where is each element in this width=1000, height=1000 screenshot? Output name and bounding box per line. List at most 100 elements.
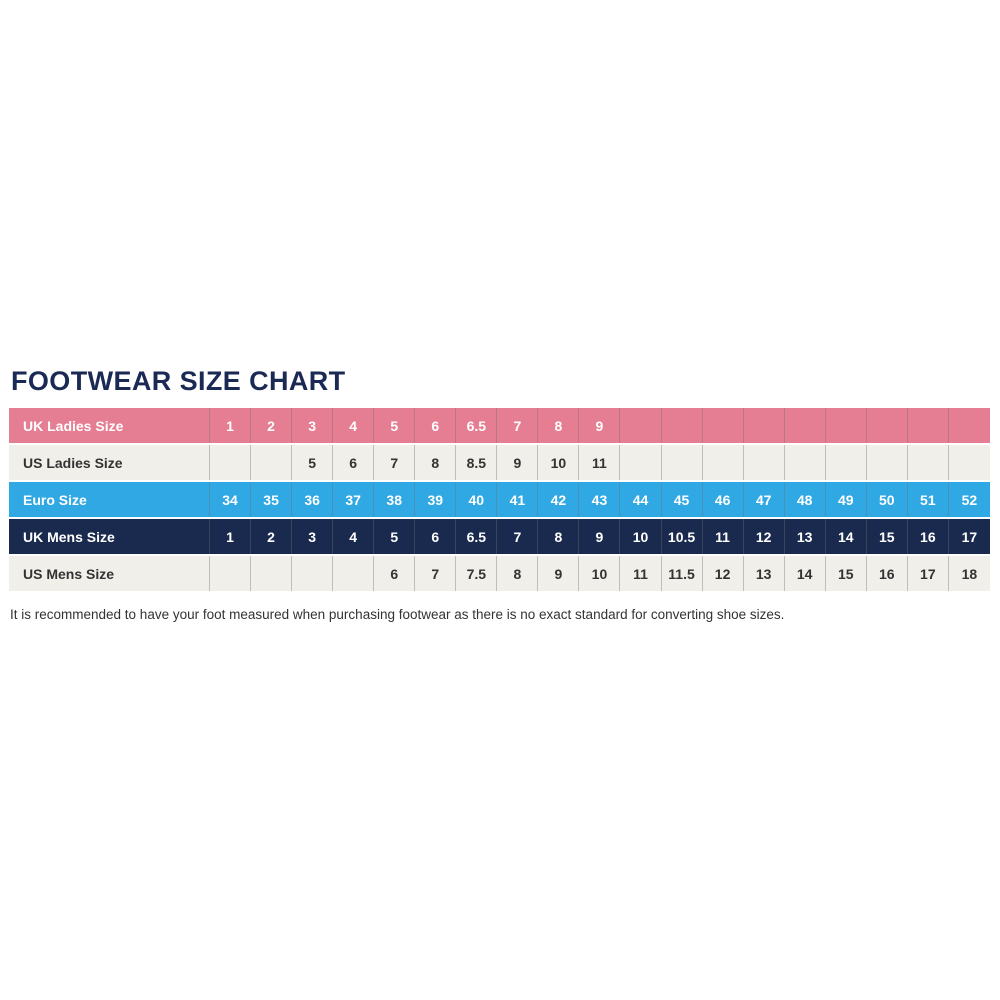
size-cell: 42: [538, 482, 580, 517]
size-cell: 6: [415, 519, 457, 554]
size-cell: [210, 445, 252, 480]
size-cell: 18: [948, 556, 990, 591]
size-cell: 11: [579, 445, 621, 480]
size-cell: 41: [497, 482, 539, 517]
size-cell: 35: [251, 482, 293, 517]
size-cell: 46: [702, 482, 744, 517]
size-cell: 51: [907, 482, 949, 517]
size-cell: [702, 408, 744, 443]
size-cell: 49: [825, 482, 867, 517]
row-label: UK Ladies Size: [9, 408, 210, 443]
size-cell: [661, 445, 703, 480]
size-cell: [292, 556, 334, 591]
table-row: UK Ladies Size 1 2 3 4 5 6 6.5 7 8 9: [9, 408, 990, 443]
size-cell: 43: [579, 482, 621, 517]
size-cell: [866, 408, 908, 443]
size-cell: 11: [620, 556, 662, 591]
size-cell: 10: [538, 445, 580, 480]
size-cell: 7: [497, 408, 539, 443]
size-cell: 6: [333, 445, 375, 480]
size-cell: 10.5: [661, 519, 703, 554]
size-cell: 15: [866, 519, 908, 554]
size-cell: 8: [538, 519, 580, 554]
size-cell: 10: [620, 519, 662, 554]
size-cell: 8: [538, 408, 580, 443]
size-cell: [907, 408, 949, 443]
size-cell: [907, 445, 949, 480]
size-cell: 6.5: [456, 408, 498, 443]
size-cell: 38: [374, 482, 416, 517]
table-row: UK Mens Size 1 2 3 4 5 6 6.5 7 8 9 10 10.5 11 12 13 14 15…: [9, 519, 990, 554]
size-cell: 7: [497, 519, 539, 554]
size-cell: 16: [866, 556, 908, 591]
size-cell: 7: [374, 445, 416, 480]
page-title: FOOTWEAR SIZE CHART: [11, 366, 346, 396]
size-cell: 40: [456, 482, 498, 517]
row-label: UK Mens Size: [9, 519, 210, 554]
size-cell: 12: [702, 556, 744, 591]
size-cell: [948, 445, 990, 480]
size-cell: 36: [292, 482, 334, 517]
size-cell: [948, 408, 990, 443]
size-cell: 4: [333, 408, 375, 443]
size-cell: 12: [743, 519, 785, 554]
size-cell: 6: [415, 408, 457, 443]
size-cell: [620, 445, 662, 480]
size-cell: 9: [497, 445, 539, 480]
size-cell: 9: [579, 408, 621, 443]
size-cell: 1: [210, 408, 252, 443]
table-row: Euro Size 34 35 36 37 38 39 40 41 42 43 44 45 46 47 48 4…: [9, 482, 990, 517]
size-cell: [743, 408, 785, 443]
size-cell: 48: [784, 482, 826, 517]
size-cell: 5: [374, 519, 416, 554]
size-cell: 3: [292, 408, 334, 443]
size-cell: 13: [743, 556, 785, 591]
size-cell: 3: [292, 519, 334, 554]
size-cell: [251, 556, 293, 591]
size-cell: 5: [374, 408, 416, 443]
size-cell: [702, 445, 744, 480]
size-cell: [866, 445, 908, 480]
row-label: Euro Size: [9, 482, 210, 517]
size-cell: 17: [948, 519, 990, 554]
row-label: US Mens Size: [9, 556, 210, 591]
size-cell: 39: [415, 482, 457, 517]
size-cell: [743, 445, 785, 480]
size-cell: 13: [784, 519, 826, 554]
size-cell: 52: [948, 482, 990, 517]
size-cell: 10: [579, 556, 621, 591]
size-cell: 45: [661, 482, 703, 517]
size-cell: 50: [866, 482, 908, 517]
size-cell: 8: [415, 445, 457, 480]
size-cell: 17: [907, 556, 949, 591]
size-cell: 1: [210, 519, 252, 554]
size-cell: [661, 408, 703, 443]
size-cell: 44: [620, 482, 662, 517]
size-cell: 2: [251, 408, 293, 443]
size-cell: 8: [497, 556, 539, 591]
size-cell: 4: [333, 519, 375, 554]
size-cell: 14: [784, 556, 826, 591]
size-cell: [210, 556, 252, 591]
size-cell: [620, 408, 662, 443]
footnote-text: It is recommended to have your foot meas…: [10, 607, 785, 622]
size-cell: 11: [702, 519, 744, 554]
size-cell: [825, 408, 867, 443]
size-cell: 14: [825, 519, 867, 554]
row-label: US Ladies Size: [9, 445, 210, 480]
table-row: US Mens Size 6 7 7.5 8 9 10 11 11.5 12 13 14 15 16 17 1…: [9, 556, 990, 591]
size-cell: [251, 445, 293, 480]
size-cell: 16: [907, 519, 949, 554]
size-cell: [784, 408, 826, 443]
size-chart-page: FOOTWEAR SIZE CHART UK Ladies Size 1 2 3 4 5 6…: [9, 366, 990, 622]
size-cell: [784, 445, 826, 480]
size-cell: 2: [251, 519, 293, 554]
size-cell: [333, 556, 375, 591]
size-cell: [825, 445, 867, 480]
size-cell: 47: [743, 482, 785, 517]
size-cell: 9: [579, 519, 621, 554]
size-cell: 11.5: [661, 556, 703, 591]
size-cell: 37: [333, 482, 375, 517]
size-cell: 6: [374, 556, 416, 591]
size-cell: 7: [415, 556, 457, 591]
